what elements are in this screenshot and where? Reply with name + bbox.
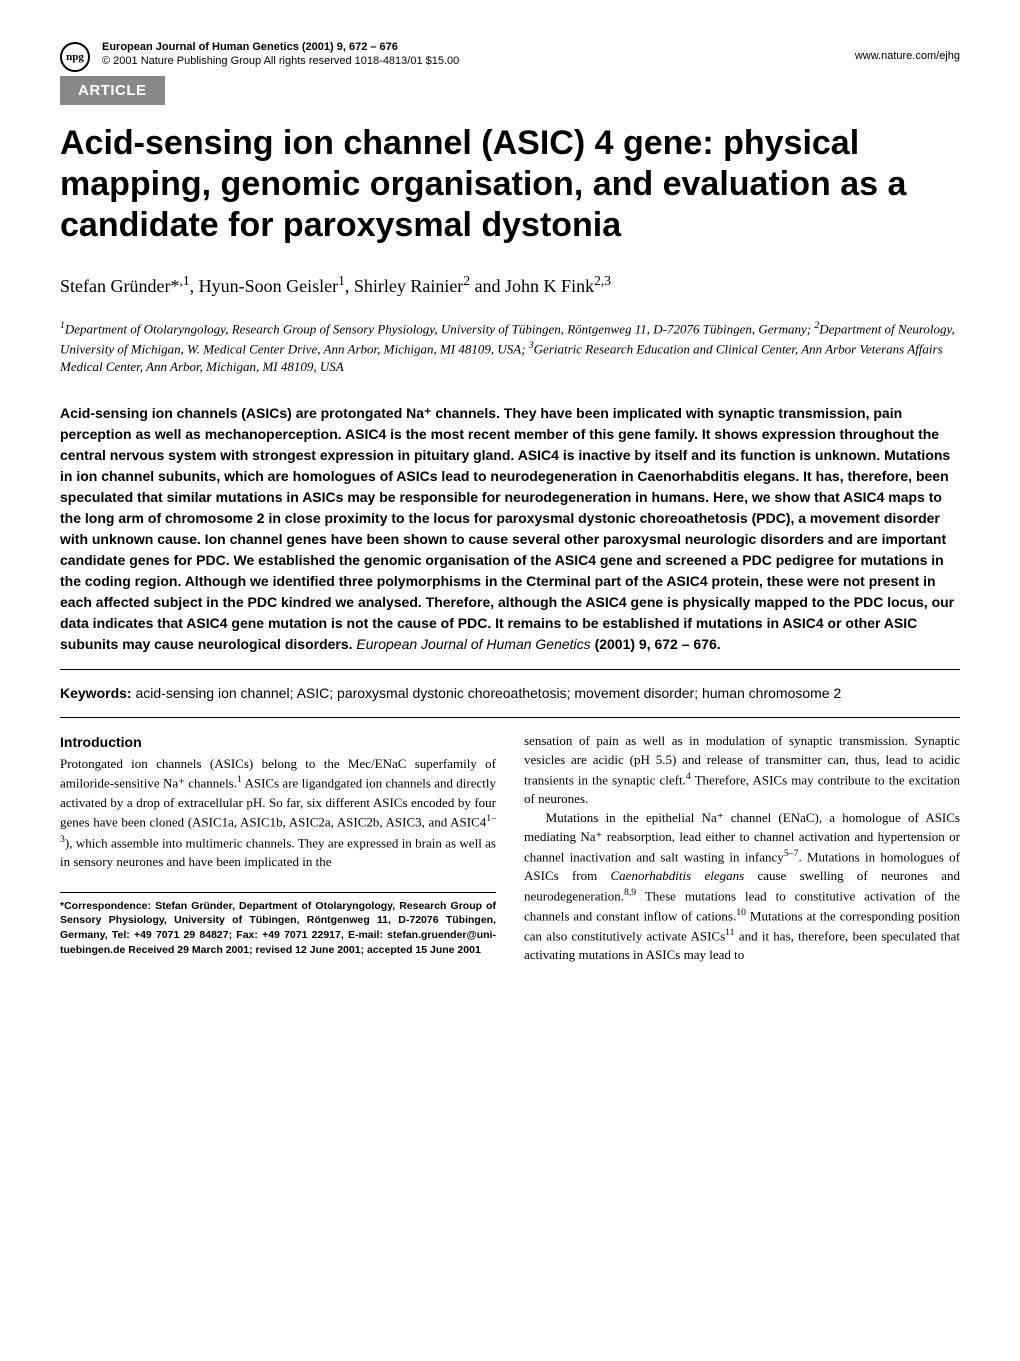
keywords-text: acid-sensing ion channel; ASIC; paroxysm…: [135, 685, 841, 701]
journal-info: European Journal of Human Genetics (2001…: [102, 40, 459, 69]
introduction-heading: Introduction: [60, 732, 496, 752]
abstract: Acid-sensing ion channels (ASICs) are pr…: [60, 403, 960, 655]
article-title: Acid-sensing ion channel (ASIC) 4 gene: …: [60, 123, 960, 245]
affiliations: 1Department of Otolaryngology, Research …: [60, 319, 960, 376]
correspondence-block: *Correspondence: Stefan Gründer, Departm…: [60, 892, 496, 958]
abstract-citation: European Journal of Human Genetics (2001…: [356, 636, 720, 652]
article-type-badge: ARTICLE: [60, 76, 165, 105]
abstract-citation-journal: European Journal of Human Genetics: [356, 636, 590, 652]
authors-line: Stefan Gründer*,1, Hyun-Soon Geisler1, S…: [60, 273, 960, 297]
page: npg European Journal of Human Genetics (…: [0, 0, 1020, 1005]
body-columns: Introduction Protongated ion channels (A…: [60, 732, 960, 965]
abstract-citation-yvp: (2001) 9, 672 – 676.: [595, 636, 721, 652]
intro-left-text: Protongated ion channels (ASICs) belong …: [60, 755, 496, 872]
copyright-line: © 2001 Nature Publishing Group All right…: [102, 54, 459, 68]
journal-citation: European Journal of Human Genetics (2001…: [102, 40, 459, 54]
intro-right-text: sensation of pain as well as in modulati…: [524, 732, 960, 965]
separator-top: [60, 669, 960, 670]
keywords-label: Keywords:: [60, 685, 132, 701]
right-column: sensation of pain as well as in modulati…: [524, 732, 960, 965]
npg-logo-icon: npg: [60, 42, 90, 72]
keywords-block: Keywords: acid-sensing ion channel; ASIC…: [60, 684, 960, 704]
separator-bottom: [60, 717, 960, 718]
abstract-text: Acid-sensing ion channels (ASICs) are pr…: [60, 405, 954, 652]
left-column: Introduction Protongated ion channels (A…: [60, 732, 496, 965]
